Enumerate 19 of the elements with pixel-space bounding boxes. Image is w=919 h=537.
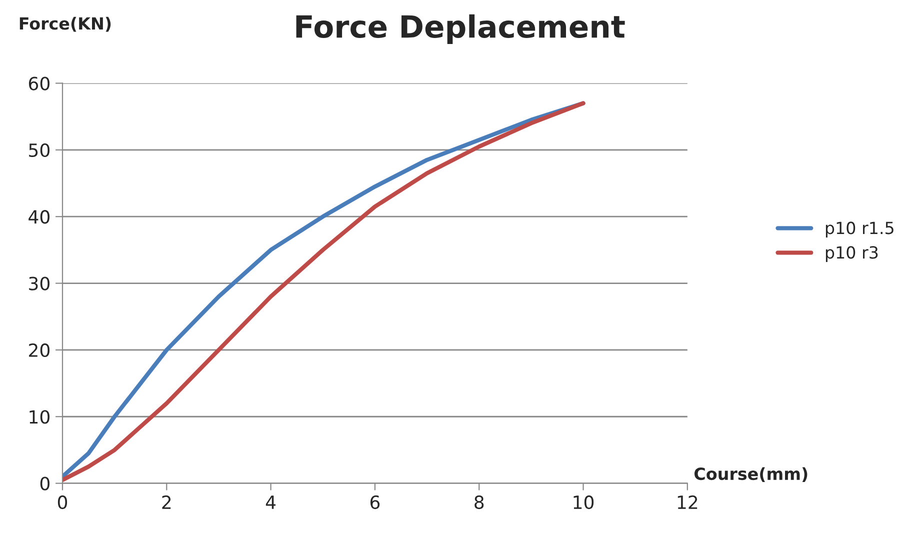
y-tick-label: 20 <box>29 343 50 358</box>
x-tick-label: 6 <box>370 495 380 510</box>
x-tick-label: 12 <box>678 495 698 509</box>
x-tick-label: 10 <box>574 495 594 510</box>
y-tick-label: 50 <box>29 143 50 158</box>
y-tick-label: 10 <box>30 410 50 424</box>
x-tick-label: 2 <box>162 495 171 509</box>
chart-title: Force Deplacement <box>296 14 625 44</box>
x-tick-label: 4 <box>266 496 276 509</box>
y-axis-title: Force(KN) <box>20 16 111 32</box>
y-tick-label: 60 <box>28 76 50 90</box>
y-tick-label: 40 <box>28 210 50 224</box>
legend-label: p10 r1.5 <box>826 222 894 238</box>
x-tick-label: 8 <box>474 495 484 510</box>
legend-label: p10 r3 <box>826 246 878 262</box>
y-tick-label: 0 <box>40 476 50 490</box>
x-tick-label: 0 <box>58 495 68 510</box>
x-axis-title: Course(mm) <box>694 467 808 482</box>
y-tick-label: 30 <box>29 276 50 290</box>
